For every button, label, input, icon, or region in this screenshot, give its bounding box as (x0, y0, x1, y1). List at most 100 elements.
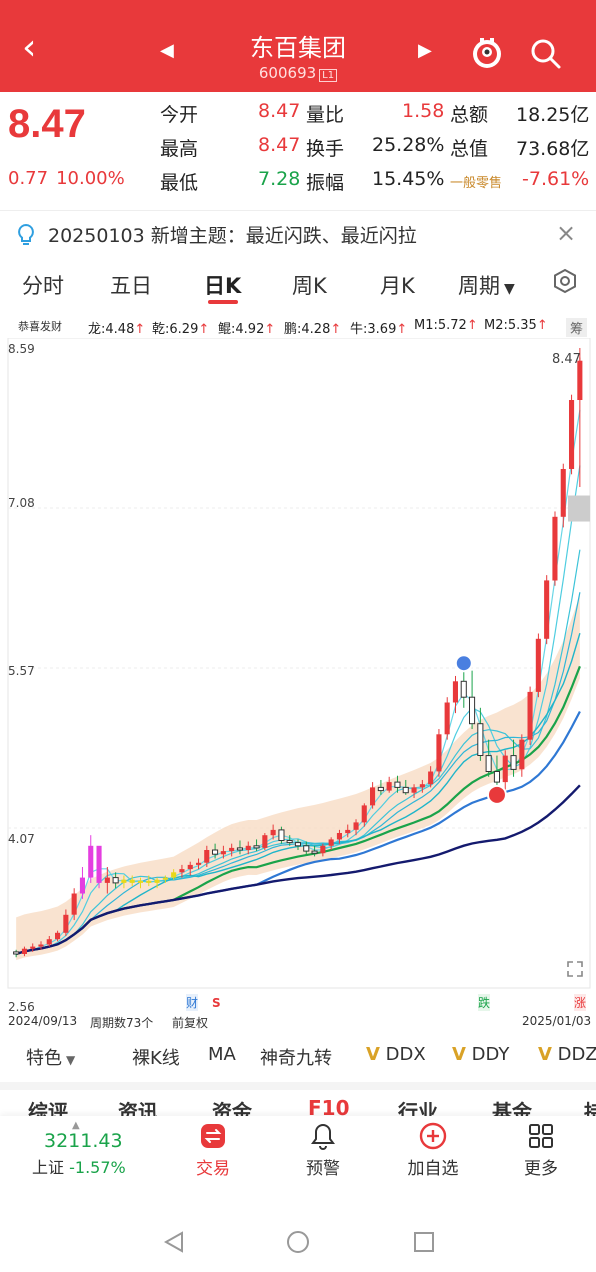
vip-icon: V (366, 1044, 380, 1065)
prev-stock-icon[interactable]: ◀ (160, 40, 174, 61)
tab-magic-nine[interactable]: 神奇九转 (260, 1048, 332, 1069)
candle-body (38, 944, 44, 947)
grid-icon (529, 1124, 553, 1148)
indicator-item: M1:5.72↑ (414, 318, 478, 333)
period-tabs: 分时 五日 日K 周K 月K 周期 ▼ (0, 262, 596, 308)
stock-name: 东百集团 (250, 34, 346, 62)
tab-five-day[interactable]: 五日 (110, 274, 152, 298)
add-watchlist-button[interactable]: 加自选 (388, 1122, 478, 1182)
candle-body (270, 829, 276, 836)
tab-featured[interactable]: 特色 ▼ (26, 1048, 76, 1069)
index-name-change: 上证 -1.57% (32, 1158, 126, 1177)
high-point-marker (454, 654, 473, 673)
chart-settings-icon[interactable] (552, 268, 578, 294)
candle-body (112, 877, 119, 884)
candle-body (204, 850, 210, 863)
rise-marker[interactable]: 涨 (574, 994, 587, 1011)
candle-body (154, 879, 160, 883)
expand-arrow-icon: ▲ (72, 1120, 80, 1131)
candle-body (71, 893, 77, 915)
search-icon[interactable] (528, 36, 562, 70)
kline-chart[interactable]: 8.59 7.08 5.57 4.07 2.56 8.47 2024/09/13… (0, 337, 596, 1030)
index-widget[interactable]: ▲ 3211.43 上证 -1.57% (20, 1120, 140, 1180)
candle-body (444, 702, 450, 735)
indicator-item: 鲲:4.92↑ (218, 322, 276, 337)
candle-body (477, 723, 484, 757)
tab-weekly-k[interactable]: 周K (292, 274, 327, 298)
indicator-item: M2:5.35↑ (484, 318, 548, 333)
candle-body (55, 932, 61, 940)
tab-ddy[interactable]: V DDY (452, 1044, 510, 1065)
trade-icon (201, 1124, 225, 1148)
tab-daily-k[interactable]: 日K (204, 274, 242, 298)
tab-period[interactable]: 周期 ▼ (458, 274, 515, 298)
more-button[interactable]: 更多 (496, 1122, 586, 1182)
candle-body (146, 880, 152, 883)
index-value: 3211.43 (44, 1130, 123, 1152)
candle-body (13, 951, 20, 955)
vip-icon: V (452, 1044, 466, 1065)
theme-notice[interactable]: 20250103 新增主题：最近闪跌、最近闪拉 × (0, 210, 596, 257)
candle-body (411, 787, 417, 793)
tab-naked-k[interactable]: 裸K线 (132, 1048, 180, 1069)
drop-marker[interactable]: 跌 (478, 994, 491, 1011)
candle-body (286, 840, 293, 844)
candle-body (30, 946, 36, 949)
candle-body (519, 739, 525, 770)
candle-body (402, 786, 409, 794)
signal-s-marker[interactable]: S (212, 996, 221, 1010)
active-tab-indicator (208, 300, 238, 304)
candle-body (419, 784, 425, 788)
candle-body (88, 845, 94, 878)
indicator-name: 恭喜发财 (18, 320, 62, 333)
level1-badge: L1 (319, 69, 338, 82)
fullscreen-icon[interactable] (564, 958, 586, 980)
tab-ddx[interactable]: V DDX (366, 1044, 426, 1065)
tab-monthly-k[interactable]: 月K (380, 274, 415, 298)
candle-body (229, 847, 235, 852)
candle-body (63, 914, 69, 933)
close-icon[interactable]: × (556, 219, 577, 247)
candle-body (129, 879, 135, 883)
candle-body (245, 845, 251, 850)
tab-intraday[interactable]: 分时 (22, 274, 64, 298)
kline-svg[interactable] (0, 337, 596, 1030)
quote-row: 最低 7.28 振幅 15.45% 一般零售 -7.61% (160, 168, 590, 194)
finance-marker[interactable]: 财 (186, 994, 199, 1011)
candle-body (485, 755, 492, 773)
quote-row: 最高 8.47 换手 25.28% 总值 73.68亿 (160, 134, 590, 160)
nav-home-icon[interactable] (286, 1230, 310, 1254)
tab-ddz[interactable]: V DDZ (538, 1044, 596, 1065)
nav-recents-icon[interactable] (412, 1230, 436, 1254)
candle-body (452, 681, 458, 703)
tab-ma[interactable]: MA (208, 1044, 236, 1065)
x-start-date: 2024/09/13 (8, 1014, 78, 1028)
back-icon[interactable]: ‹ (22, 27, 37, 68)
indicator-tabs: 特色 ▼ 裸K线 MA 神奇九转 V DDX V DDY V DDZ (0, 1036, 596, 1076)
candle-body (196, 862, 202, 865)
quote-row: 今开 8.47 量比 1.58 总额 18.25亿 (160, 100, 590, 126)
stock-code: 600693 L1 (0, 64, 596, 82)
top-header: ‹ ◀ 东百集团 600693 L1 ▶ (0, 0, 596, 92)
candle-body (336, 833, 342, 840)
candle-body (21, 948, 27, 954)
assistant-avatar-icon[interactable] (470, 36, 504, 70)
chips-distribution-button[interactable]: 筹 (566, 318, 588, 337)
candle-body (212, 849, 219, 855)
next-stock-icon[interactable]: ▶ (418, 40, 432, 61)
candle-body (370, 787, 376, 806)
moving-average-line (15, 465, 581, 955)
candle-body (162, 877, 168, 880)
indicator-item: 乾:6.29↑ (152, 322, 210, 337)
candle-body (552, 516, 558, 581)
indicator-legend[interactable]: 恭喜发财 龙:4.48↑ 乾:6.29↑ 鲲:4.92↑ 鹏:4.28↑ 牛:3… (0, 316, 596, 338)
trade-button[interactable]: 交易 (168, 1122, 258, 1182)
nav-back-icon[interactable] (162, 1230, 186, 1254)
indicator-item: 鹏:4.28↑ (284, 322, 342, 337)
candle-body (104, 877, 110, 883)
adjust-mode[interactable]: 前复权 (172, 1016, 209, 1030)
candle-body (535, 638, 541, 692)
indicator-item: 牛:3.69↑ (350, 322, 408, 337)
alert-button[interactable]: 预警 (278, 1122, 368, 1182)
sector-name[interactable]: 一般零售 (450, 176, 503, 191)
